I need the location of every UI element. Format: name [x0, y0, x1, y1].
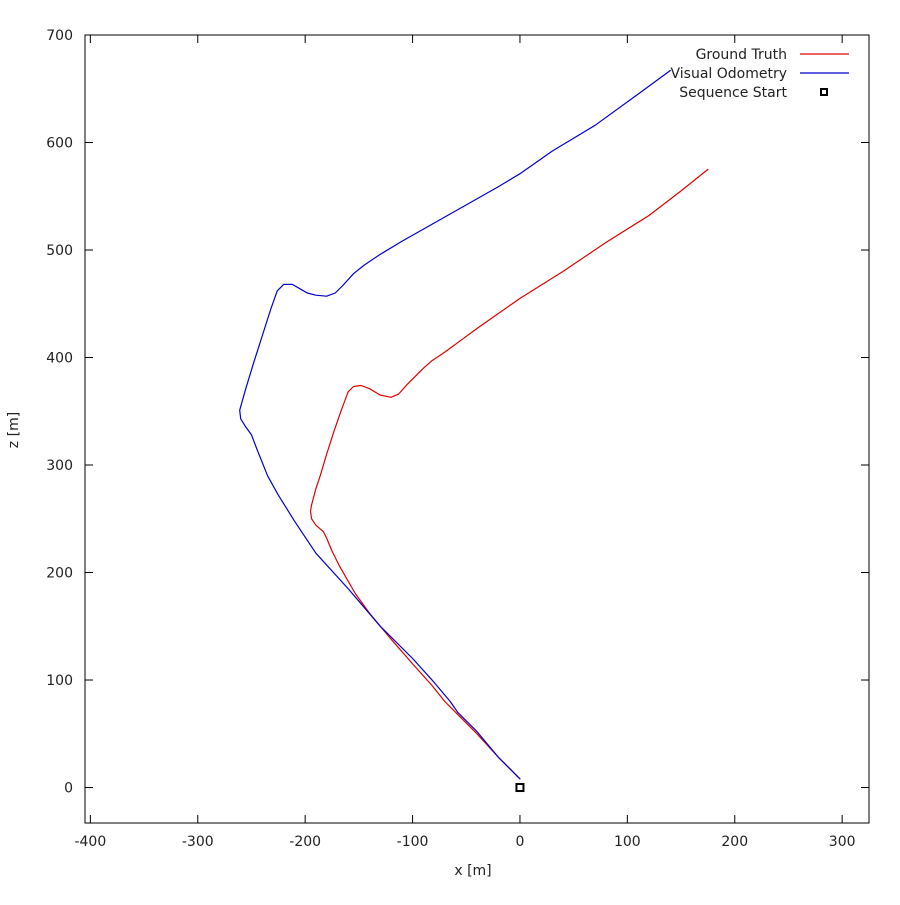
legend: Ground Truth Visual Odometry Sequence Star… [671, 47, 849, 101]
y-tick-label: 500 [46, 243, 73, 259]
series-layer [239, 69, 709, 780]
legend-label: Sequence Start [679, 85, 787, 101]
legend-marker-swatch [820, 88, 828, 96]
x-tick-label: -300 [182, 834, 214, 850]
x-tick-label: -200 [289, 834, 321, 850]
y-tick-label: 600 [46, 136, 73, 152]
marker-layer [515, 783, 525, 793]
series-line-visual-odometry [239, 69, 671, 780]
y-tick-label: 300 [46, 458, 73, 474]
y-axis-ticks: 0 100 200 300 400 500 600 700 [46, 28, 869, 797]
x-tick-label: 0 [515, 834, 524, 850]
y-tick-label: 400 [46, 351, 73, 367]
x-axis-label: x [m] [454, 863, 491, 879]
x-axis-ticks: -400 -300 -200 -100 0 100 200 300 [74, 35, 856, 850]
x-tick-label: -400 [74, 834, 106, 850]
plot-frame [84, 34, 870, 824]
legend-label: Visual Odometry [671, 66, 788, 82]
x-tick-label: 300 [829, 834, 856, 850]
x-tick-label: 200 [721, 834, 748, 850]
y-tick-label: 100 [46, 673, 73, 689]
x-tick-label: 100 [614, 834, 641, 850]
start-marker [515, 783, 525, 793]
y-tick-label: 0 [64, 781, 73, 797]
legend-label: Ground Truth [696, 47, 787, 63]
y-tick-label: 200 [46, 566, 73, 582]
x-tick-label: -100 [397, 834, 429, 850]
y-tick-label: 700 [46, 28, 73, 44]
y-axis-label: z [m] [6, 412, 22, 448]
